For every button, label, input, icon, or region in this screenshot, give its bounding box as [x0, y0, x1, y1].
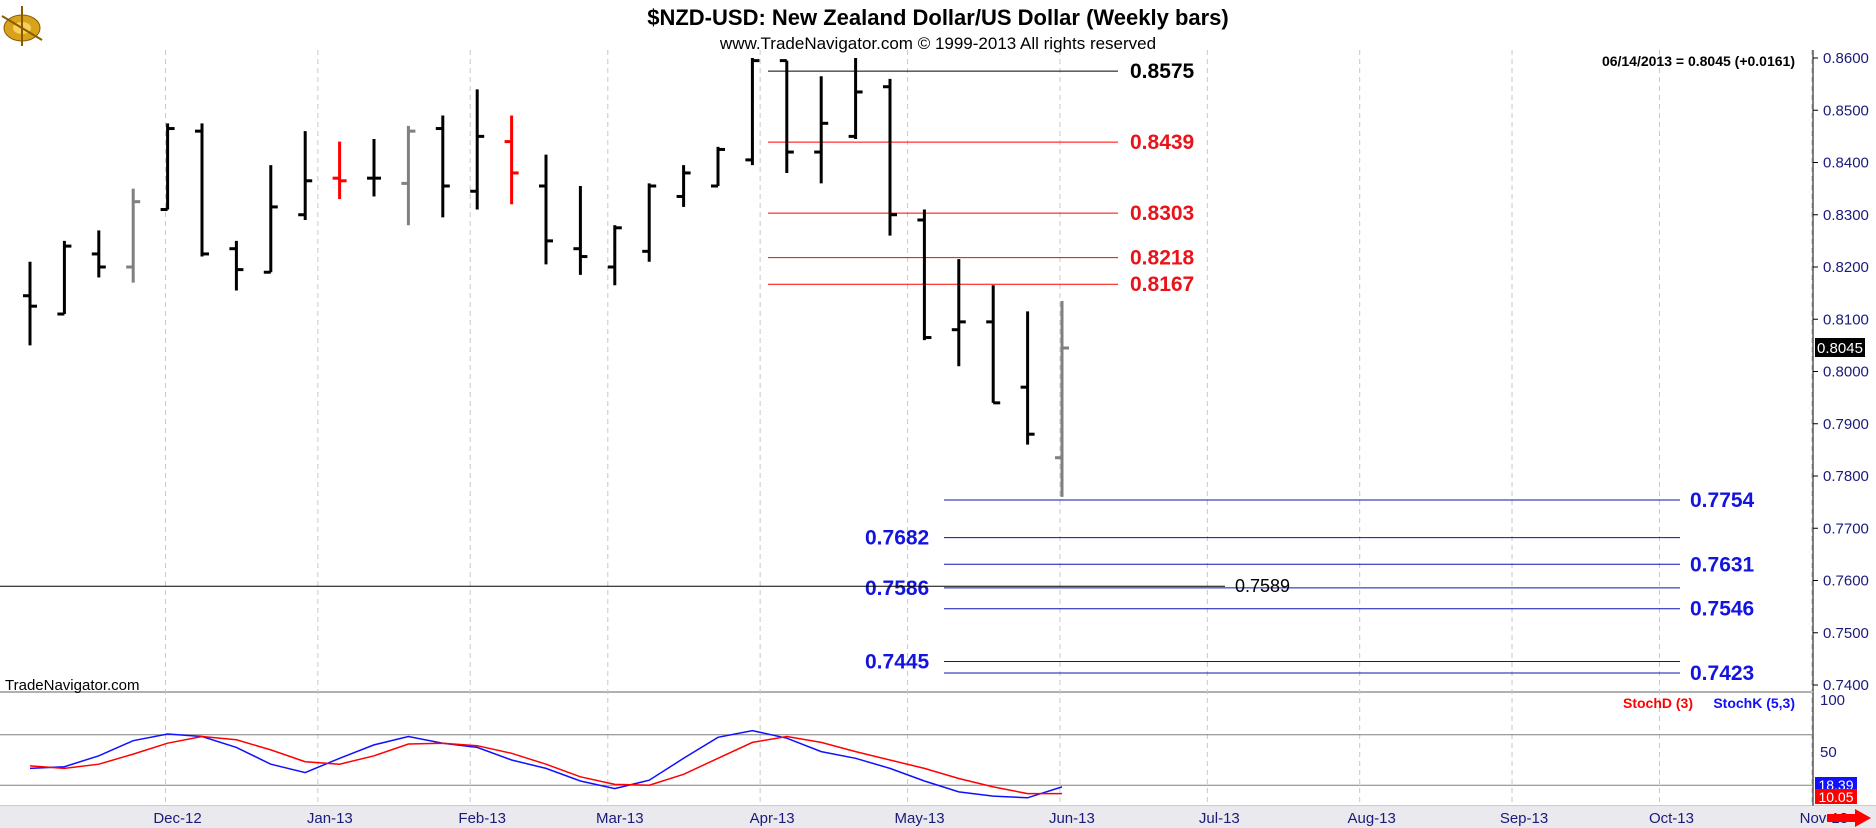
- date-axis-strip: [0, 806, 1876, 828]
- date-tick-label: Sep-13: [1500, 810, 1548, 827]
- date-tick-label: Dec-12: [153, 810, 201, 827]
- support-level-label: 0.7546: [1690, 598, 1754, 621]
- support-level-label: 0.7682: [865, 527, 929, 550]
- support-level-label: 0.7631: [1690, 553, 1755, 576]
- ohlc-bar: [435, 115, 450, 218]
- ohlc-bar: [263, 165, 278, 274]
- stoch-d-value-tag-bg: [1815, 789, 1857, 804]
- ohlc-bar: [367, 138, 381, 197]
- stoch-axis-100: 100: [1820, 692, 1845, 709]
- ohlc-bar: [126, 188, 141, 283]
- ohlc-bar: [779, 59, 794, 173]
- ohlc-bar: [986, 285, 1001, 405]
- ohlc-bar: [332, 141, 347, 200]
- price-tick-label: 0.7600: [1823, 573, 1869, 590]
- date-tick-label: Jul-13: [1199, 810, 1240, 827]
- stoch-k-legend: StochK (5,3): [1713, 695, 1795, 711]
- last-price-tag: 0.8045: [1817, 340, 1863, 357]
- ohlc-bar: [91, 230, 106, 278]
- price-tick-label: 0.8000: [1823, 364, 1869, 381]
- price-tick-label: 0.7400: [1823, 677, 1869, 694]
- price-tick-label: 0.8400: [1823, 155, 1869, 172]
- price-tick-label: 0.8200: [1823, 259, 1869, 276]
- price-tick-label: 0.7700: [1823, 520, 1869, 537]
- watermark-text: TradeNavigator.com: [5, 677, 140, 694]
- ohlc-bar: [23, 261, 37, 346]
- support-level-label: 0.7586: [865, 577, 929, 600]
- date-tick-label: Oct-13: [1649, 810, 1694, 827]
- date-tick-label: Apr-13: [750, 810, 795, 827]
- tradenavigator-logo-icon: [1, 6, 43, 46]
- price-tick-label: 0.8100: [1823, 311, 1869, 328]
- price-tick-label: 0.7800: [1823, 468, 1869, 485]
- date-tick-label: Jun-13: [1049, 810, 1095, 827]
- ohlc-bar: [573, 186, 588, 275]
- resistance-level-label: 0.8303: [1130, 202, 1194, 225]
- date-tick-label: Jan-13: [307, 810, 353, 827]
- stochastic-panel: [0, 729, 1813, 799]
- ohlc-bar: [607, 225, 622, 286]
- ohlc-bar: [951, 259, 966, 367]
- ohlc-bar: [1020, 311, 1035, 445]
- reference-line-label: 0.7589: [1235, 576, 1290, 596]
- ohlc-bar: [160, 123, 175, 212]
- stoch-axis-50: 50: [1820, 744, 1837, 761]
- ohlc-bar: [504, 115, 519, 205]
- price-tick-label: 0.8500: [1823, 102, 1869, 119]
- fib-levels: 0.8575 0.8439 0.8303 0.8218 0.8167 0.7754 0.76…: [0, 60, 1755, 685]
- stoch-k-value-tag-bg: [1815, 777, 1857, 792]
- ohlc-bar: [711, 146, 725, 188]
- ohlc-bar: [883, 78, 897, 236]
- ohlc-bar: [917, 209, 932, 341]
- price-axis: 0.8600 0.8500 0.8400 0.8300 0.8200 0.8100 0.80…: [1813, 50, 1869, 694]
- ohlc-bar: [676, 165, 691, 207]
- ohlc-bar: [470, 89, 485, 210]
- date-tick-label: May-13: [895, 810, 945, 827]
- ohlc-bar: [57, 240, 72, 316]
- resistance-level-label: 0.8575: [1130, 60, 1195, 83]
- resistance-level-label: 0.8167: [1130, 273, 1194, 296]
- stoch-d-line: [29, 735, 1062, 795]
- price-tick-label: 0.8300: [1823, 207, 1869, 224]
- price-tick-label: 0.7500: [1823, 625, 1869, 642]
- last-quote-readout: 06/14/2013 = 0.8045 (+0.0161): [1602, 53, 1795, 69]
- stoch-d-value-tag: 10.05: [1818, 789, 1853, 805]
- stoch-d-legend: StochD (3): [1623, 695, 1693, 711]
- last-price-tag-bg: [1815, 338, 1865, 357]
- support-level-label: 0.7423: [1690, 662, 1754, 685]
- chart-title: $NZD-USD: New Zealand Dollar/US Dollar (…: [647, 5, 1229, 30]
- date-tick-label: Aug-13: [1347, 810, 1395, 827]
- ohlc-bar: [195, 123, 209, 257]
- price-tick-label: 0.8600: [1823, 50, 1869, 67]
- ohlc-bar: [848, 58, 863, 139]
- price-tick-label: 0.7900: [1823, 416, 1869, 433]
- date-tick-label: Mar-13: [596, 810, 644, 827]
- ohlc-bar: [298, 131, 313, 220]
- ohlc-bar: [814, 76, 829, 184]
- ohlc-bar: [745, 58, 760, 166]
- price-bars: [23, 58, 1069, 497]
- resistance-level-label: 0.8439: [1130, 131, 1194, 154]
- ohlc-bar: [229, 240, 244, 291]
- ohlc-bar: [539, 154, 553, 265]
- ohlc-bar: [1055, 300, 1069, 497]
- date-tick-label: Feb-13: [458, 810, 506, 827]
- chart-subtitle: www.TradeNavigator.com © 1999-2013 All r…: [719, 34, 1156, 53]
- support-level-label: 0.7754: [1690, 489, 1755, 512]
- ohlc-bar: [642, 183, 657, 262]
- resistance-level-label: 0.8218: [1130, 247, 1195, 270]
- support-level-label: 0.7445: [865, 650, 930, 673]
- vertical-gridlines: [165, 50, 1813, 806]
- ohlc-bar: [401, 125, 416, 226]
- scroll-right-arrow-icon[interactable]: [1827, 809, 1871, 827]
